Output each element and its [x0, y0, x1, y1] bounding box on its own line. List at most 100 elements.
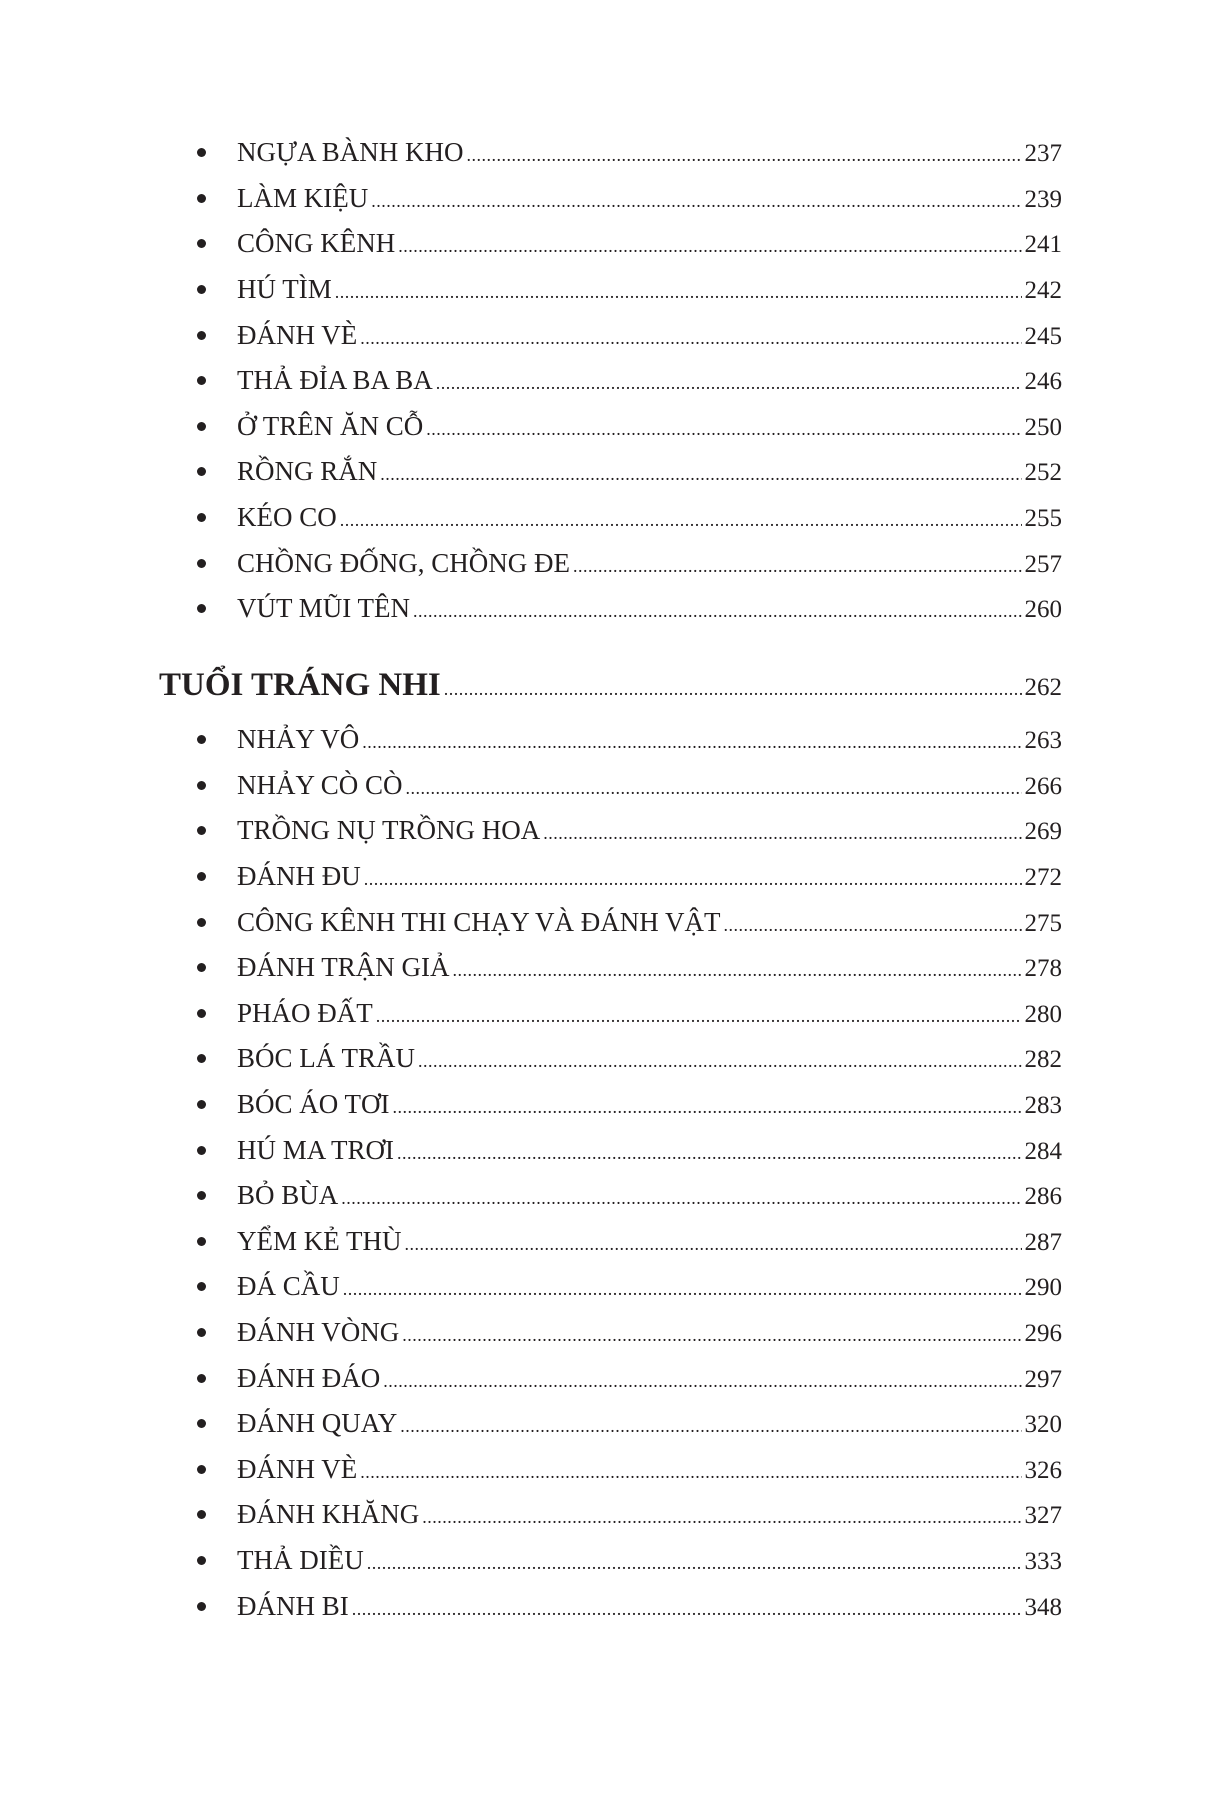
- toc-entry-line: ĐÁNH VÈ.................................…: [237, 320, 1062, 351]
- toc-entry-page: 282: [1024, 1046, 1063, 1074]
- toc-entry[interactable]: CÔNG KÊNH THI CHẠY VÀ ĐÁNH VẬT..........…: [0, 899, 1221, 945]
- bullet-icon: [197, 1464, 206, 1474]
- section-heading-page: 262: [1024, 674, 1063, 701]
- toc-entry[interactable]: ĐÁNH BI.................................…: [0, 1583, 1221, 1629]
- toc-entry-page: 250: [1024, 413, 1063, 441]
- toc-entry-title: RỒNG RẮN: [237, 456, 378, 487]
- toc-entry-line: THẢ ĐỈA BA BA...........................…: [237, 365, 1062, 396]
- toc-section-1-list: NGỰA BÀNH KHO...........................…: [0, 130, 1221, 632]
- toc-entry-line: NHẢY VÔ.................................…: [237, 724, 1062, 755]
- dot-leader: ........................................…: [375, 1005, 1022, 1026]
- toc-entry-line: ĐÁNH BI.................................…: [237, 1591, 1062, 1622]
- bullet-icon: [197, 604, 206, 614]
- toc-entry-page: 283: [1024, 1092, 1063, 1120]
- toc-entry-line: Ở TRÊN ĂN CỖ............................…: [237, 411, 1062, 442]
- toc-entry[interactable]: ĐÁNH VÒNG...............................…: [0, 1310, 1221, 1356]
- toc-entry[interactable]: ĐÁNH ĐÁO................................…: [0, 1355, 1221, 1401]
- toc-entry[interactable]: ĐÁNH TRẬN GIẢ...........................…: [0, 945, 1221, 991]
- toc-entry[interactable]: ĐÁNH ĐU.................................…: [0, 854, 1221, 900]
- toc-entry[interactable]: KÉO CO..................................…: [0, 495, 1221, 541]
- bullet-icon: [197, 963, 206, 973]
- toc-entry-line: THẢ DIỀU................................…: [237, 1545, 1062, 1576]
- toc-entry[interactable]: THẢ ĐỈA BA BA...........................…: [0, 358, 1221, 404]
- dot-leader: ........................................…: [466, 145, 1022, 166]
- toc-section-heading[interactable]: TUỔI TRÁNG NHI .........................…: [159, 667, 1062, 704]
- toc-entry-title: ĐÁNH VÈ: [237, 1453, 358, 1484]
- toc-entry-page: 275: [1024, 909, 1063, 937]
- toc-entry-line: ĐÁNH VÈ.................................…: [237, 1454, 1062, 1485]
- toc-entry-line: ĐÁ CẦU..................................…: [237, 1271, 1062, 1302]
- dot-leader: ........................................…: [360, 1461, 1021, 1482]
- toc-entry[interactable]: BỎ BÙA..................................…: [0, 1173, 1221, 1219]
- toc-entry-line: BÓC ÁO TƠI..............................…: [237, 1089, 1062, 1120]
- dot-leader: ........................................…: [543, 823, 1022, 844]
- toc-entry-title: HÚ MA TRƠI: [237, 1134, 395, 1165]
- toc-entry-title: HÚ TÌM: [237, 274, 332, 305]
- dot-leader: ........................................…: [404, 1233, 1022, 1254]
- toc-entry-title: NHẢY VÔ: [237, 724, 360, 755]
- toc-entry-title: ĐÁNH KHĂNG: [237, 1499, 420, 1530]
- toc-entry[interactable]: YỂM KẺ THÙ..............................…: [0, 1219, 1221, 1265]
- toc-entry[interactable]: NHẢY CÒ CÒ..............................…: [0, 763, 1221, 809]
- toc-entry-line: HÚ TÌM..................................…: [237, 274, 1062, 305]
- bullet-icon: [197, 735, 206, 745]
- dot-leader: ........................................…: [363, 869, 1022, 890]
- bullet-icon: [197, 421, 206, 431]
- dot-leader: ........................................…: [397, 1142, 1022, 1163]
- toc-entry-title: TRỒNG NỤ TRỒNG HOA: [237, 815, 541, 846]
- toc-entry-line: KÉO CO..................................…: [237, 502, 1062, 533]
- toc-entry[interactable]: NGỰA BÀNH KHO...........................…: [0, 130, 1221, 176]
- toc-entry[interactable]: ĐÁ CẦU..................................…: [0, 1264, 1221, 1310]
- toc-entry[interactable]: RỒNG RẮN................................…: [0, 449, 1221, 495]
- toc-entry-title: BÓC ÁO TƠI: [237, 1089, 390, 1120]
- toc-entry[interactable]: THẢ DIỀU................................…: [0, 1538, 1221, 1584]
- toc-entry[interactable]: BÓC LÁ TRẦU.............................…: [0, 1036, 1221, 1082]
- dot-leader: ........................................…: [392, 1097, 1022, 1118]
- bullet-icon: [197, 1510, 206, 1520]
- bullet-icon: [197, 513, 206, 523]
- toc-entry-page: 266: [1024, 772, 1063, 800]
- toc-entry[interactable]: HÚ MA TRƠI..............................…: [0, 1127, 1221, 1173]
- toc-entry-page: 239: [1024, 185, 1063, 213]
- toc-entry[interactable]: NHẢY VÔ.................................…: [0, 717, 1221, 763]
- toc-entry[interactable]: TRỒNG NỤ TRỒNG HOA......................…: [0, 808, 1221, 854]
- toc-entry-line: LÀM KIỆU................................…: [237, 183, 1062, 214]
- dot-leader: ........................................…: [405, 777, 1022, 798]
- toc-entry[interactable]: HÚ TÌM..................................…: [0, 267, 1221, 313]
- toc-entry-page: 242: [1024, 277, 1063, 305]
- bullet-icon: [197, 193, 206, 203]
- toc-entry-title: ĐÁNH QUAY: [237, 1408, 398, 1439]
- toc-entry-page: 241: [1024, 231, 1063, 259]
- toc-entry[interactable]: ĐÁNH VÈ.................................…: [0, 1447, 1221, 1493]
- bullet-icon: [197, 330, 206, 340]
- toc-entry[interactable]: CÔNG KÊNH...............................…: [0, 221, 1221, 267]
- bullet-icon: [197, 1601, 206, 1611]
- toc-entry-line: PHÁO ĐẤT................................…: [237, 998, 1062, 1029]
- bullet-icon: [197, 826, 206, 836]
- toc-entry-page: 252: [1024, 459, 1063, 487]
- dot-leader: ........................................…: [360, 327, 1021, 348]
- toc-entry[interactable]: CHỒNG ĐỐNG, CHỒNG ĐE....................…: [0, 540, 1221, 586]
- toc-entry[interactable]: BÓC ÁO TƠI..............................…: [0, 1082, 1221, 1128]
- toc-entry-title: THẢ DIỀU: [237, 1544, 364, 1575]
- toc-entry-line: BỎ BÙA..................................…: [237, 1180, 1062, 1211]
- toc-entry-line: NHẢY CÒ CÒ..............................…: [237, 770, 1062, 801]
- toc-entry-title: CÔNG KÊNH THI CHẠY VÀ ĐÁNH VẬT: [237, 906, 721, 937]
- toc-entry[interactable]: VÚT MŨI TÊN.............................…: [0, 586, 1221, 632]
- toc-entry[interactable]: PHÁO ĐẤT................................…: [0, 991, 1221, 1037]
- toc-entry[interactable]: ĐÁNH VÈ.................................…: [0, 312, 1221, 358]
- toc-entry[interactable]: ĐÁNH QUAY...............................…: [0, 1401, 1221, 1447]
- toc-entry-title: ĐÁNH BI: [237, 1590, 349, 1621]
- toc-entry[interactable]: ĐÁNH KHĂNG..............................…: [0, 1492, 1221, 1538]
- toc-entry-page: 245: [1024, 322, 1063, 350]
- toc-entry-line: ĐÁNH KHĂNG..............................…: [237, 1499, 1062, 1530]
- toc-entry-line: ĐÁNH TRẬN GIẢ...........................…: [237, 952, 1062, 983]
- dot-leader: ........................................…: [342, 1279, 1022, 1300]
- toc-entry[interactable]: LÀM KIỆU................................…: [0, 176, 1221, 222]
- toc-entry[interactable]: Ở TRÊN ĂN CỖ............................…: [0, 404, 1221, 450]
- dot-leader: ........................................…: [334, 282, 1022, 303]
- toc-entry-page: 278: [1024, 955, 1063, 983]
- bullet-icon: [197, 917, 206, 927]
- toc-entry-title: PHÁO ĐẤT: [237, 997, 373, 1028]
- bullet-icon: [197, 467, 206, 477]
